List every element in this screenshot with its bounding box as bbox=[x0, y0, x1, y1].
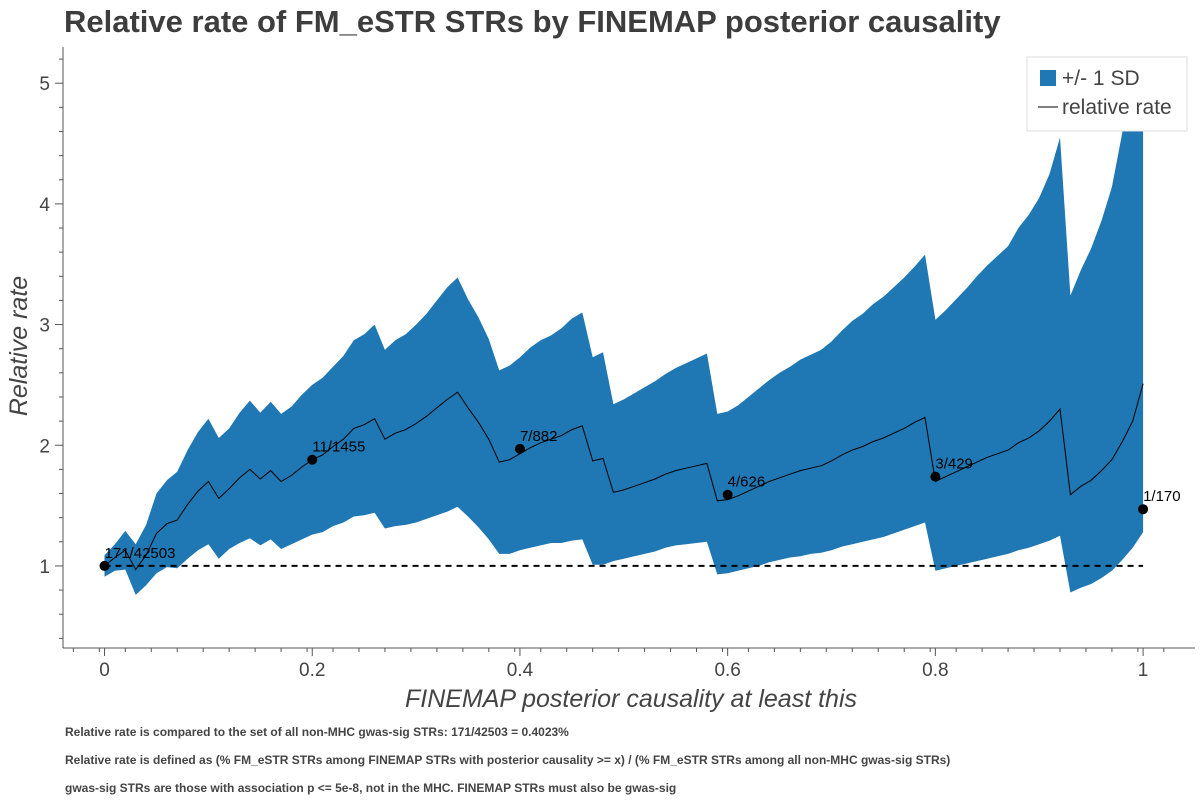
data-point bbox=[930, 471, 941, 482]
footnote-2: Relative rate is defined as (% FM_eSTR S… bbox=[65, 753, 951, 767]
chart-title: Relative rate of FM_eSTR STRs by FINEMAP… bbox=[64, 4, 1001, 39]
y-axis-label: Relative rate bbox=[5, 276, 33, 416]
data-point bbox=[99, 560, 110, 571]
legend-line-label: relative rate bbox=[1062, 96, 1172, 119]
legend-band-swatch bbox=[1040, 70, 1056, 86]
point-labels: 171/42503 11/1455 7/882 4/626 3/429 1/170 bbox=[105, 428, 1181, 562]
legend: +/- 1 SD relative rate bbox=[1026, 56, 1188, 132]
x-tick-label: 0.8 bbox=[922, 660, 948, 681]
y-tick-label: 1 bbox=[39, 557, 50, 578]
point-label: 3/429 bbox=[935, 456, 973, 473]
x-tick-label: 0.6 bbox=[714, 660, 740, 681]
y-tick-label: 4 bbox=[39, 195, 50, 216]
legend-band-label: +/- 1 SD bbox=[1062, 67, 1140, 90]
plot-area bbox=[99, 59, 1149, 595]
x-tick-label: 1 bbox=[1138, 660, 1149, 681]
x-tick-label: 0.2 bbox=[299, 660, 325, 681]
axes: 0 0.2 0.4 0.6 0.8 1 1 2 3 4 5 bbox=[39, 47, 1195, 681]
x-tick-label: 0.4 bbox=[507, 660, 534, 681]
x-tick-label: 0 bbox=[99, 660, 110, 681]
point-label: 11/1455 bbox=[312, 439, 365, 456]
x-axis-label: FINEMAP posterior causality at least thi… bbox=[405, 685, 857, 713]
point-label: 4/626 bbox=[728, 474, 766, 491]
point-label: 1/170 bbox=[1143, 488, 1181, 505]
footnote-1: Relative rate is compared to the set of … bbox=[65, 725, 569, 739]
data-point bbox=[1138, 504, 1149, 515]
y-tick-label: 2 bbox=[39, 436, 50, 457]
data-point bbox=[722, 489, 733, 500]
footnote-3: gwas-sig STRs are those with association… bbox=[65, 781, 677, 795]
relative-rate-line bbox=[104, 383, 1144, 571]
y-tick-label: 5 bbox=[39, 74, 50, 95]
legend-box bbox=[1026, 56, 1188, 132]
point-label: 171/42503 bbox=[105, 545, 176, 562]
y-tick-label: 3 bbox=[39, 316, 50, 337]
data-point bbox=[307, 454, 318, 465]
point-label: 7/882 bbox=[520, 428, 558, 445]
data-point bbox=[514, 443, 525, 454]
sd-band bbox=[104, 59, 1144, 595]
